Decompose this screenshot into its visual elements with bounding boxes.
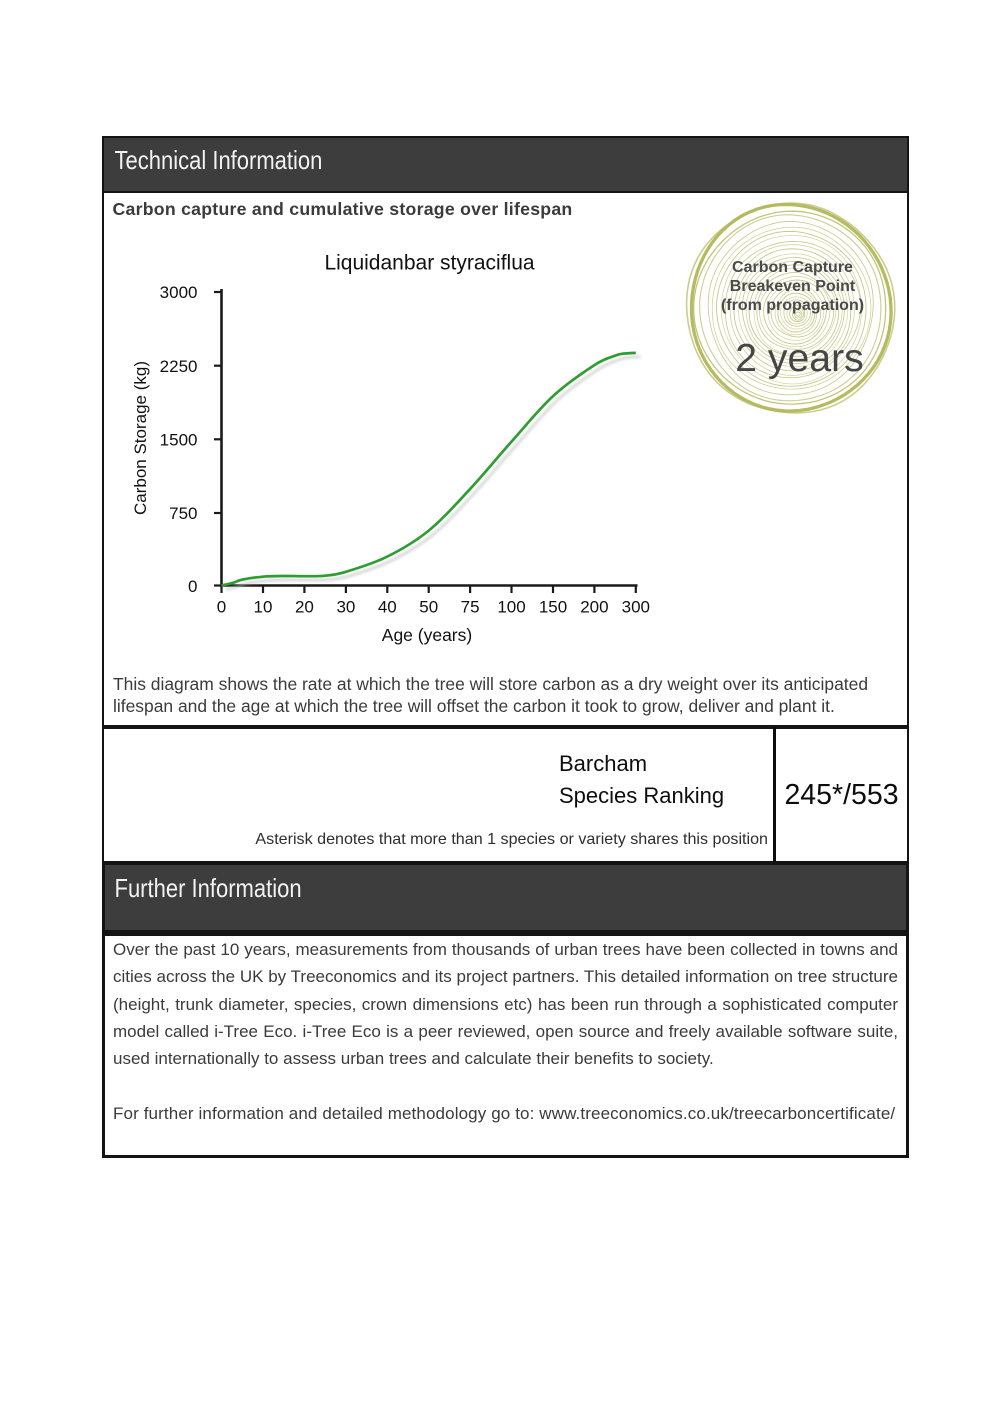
svg-text:1500: 1500 <box>160 431 198 450</box>
svg-text:3000: 3000 <box>160 283 198 302</box>
svg-text:0: 0 <box>217 598 226 617</box>
svg-text:50: 50 <box>419 598 438 617</box>
svg-text:Carbon Storage (kg): Carbon Storage (kg) <box>131 361 150 515</box>
svg-text:75: 75 <box>461 598 480 617</box>
svg-text:0: 0 <box>188 577 197 596</box>
svg-text:20: 20 <box>295 598 314 617</box>
svg-text:100: 100 <box>497 598 525 617</box>
svg-text:750: 750 <box>169 504 197 523</box>
svg-text:Age (years): Age (years) <box>382 625 472 645</box>
svg-text:300: 300 <box>622 598 650 617</box>
svg-text:30: 30 <box>336 598 355 617</box>
svg-text:150: 150 <box>539 598 567 617</box>
svg-text:2250: 2250 <box>160 357 198 376</box>
svg-text:Liquidanbar styraciflua: Liquidanbar styraciflua <box>324 252 534 275</box>
svg-text:10: 10 <box>254 598 273 617</box>
svg-text:40: 40 <box>378 598 397 617</box>
svg-text:200: 200 <box>580 598 608 617</box>
